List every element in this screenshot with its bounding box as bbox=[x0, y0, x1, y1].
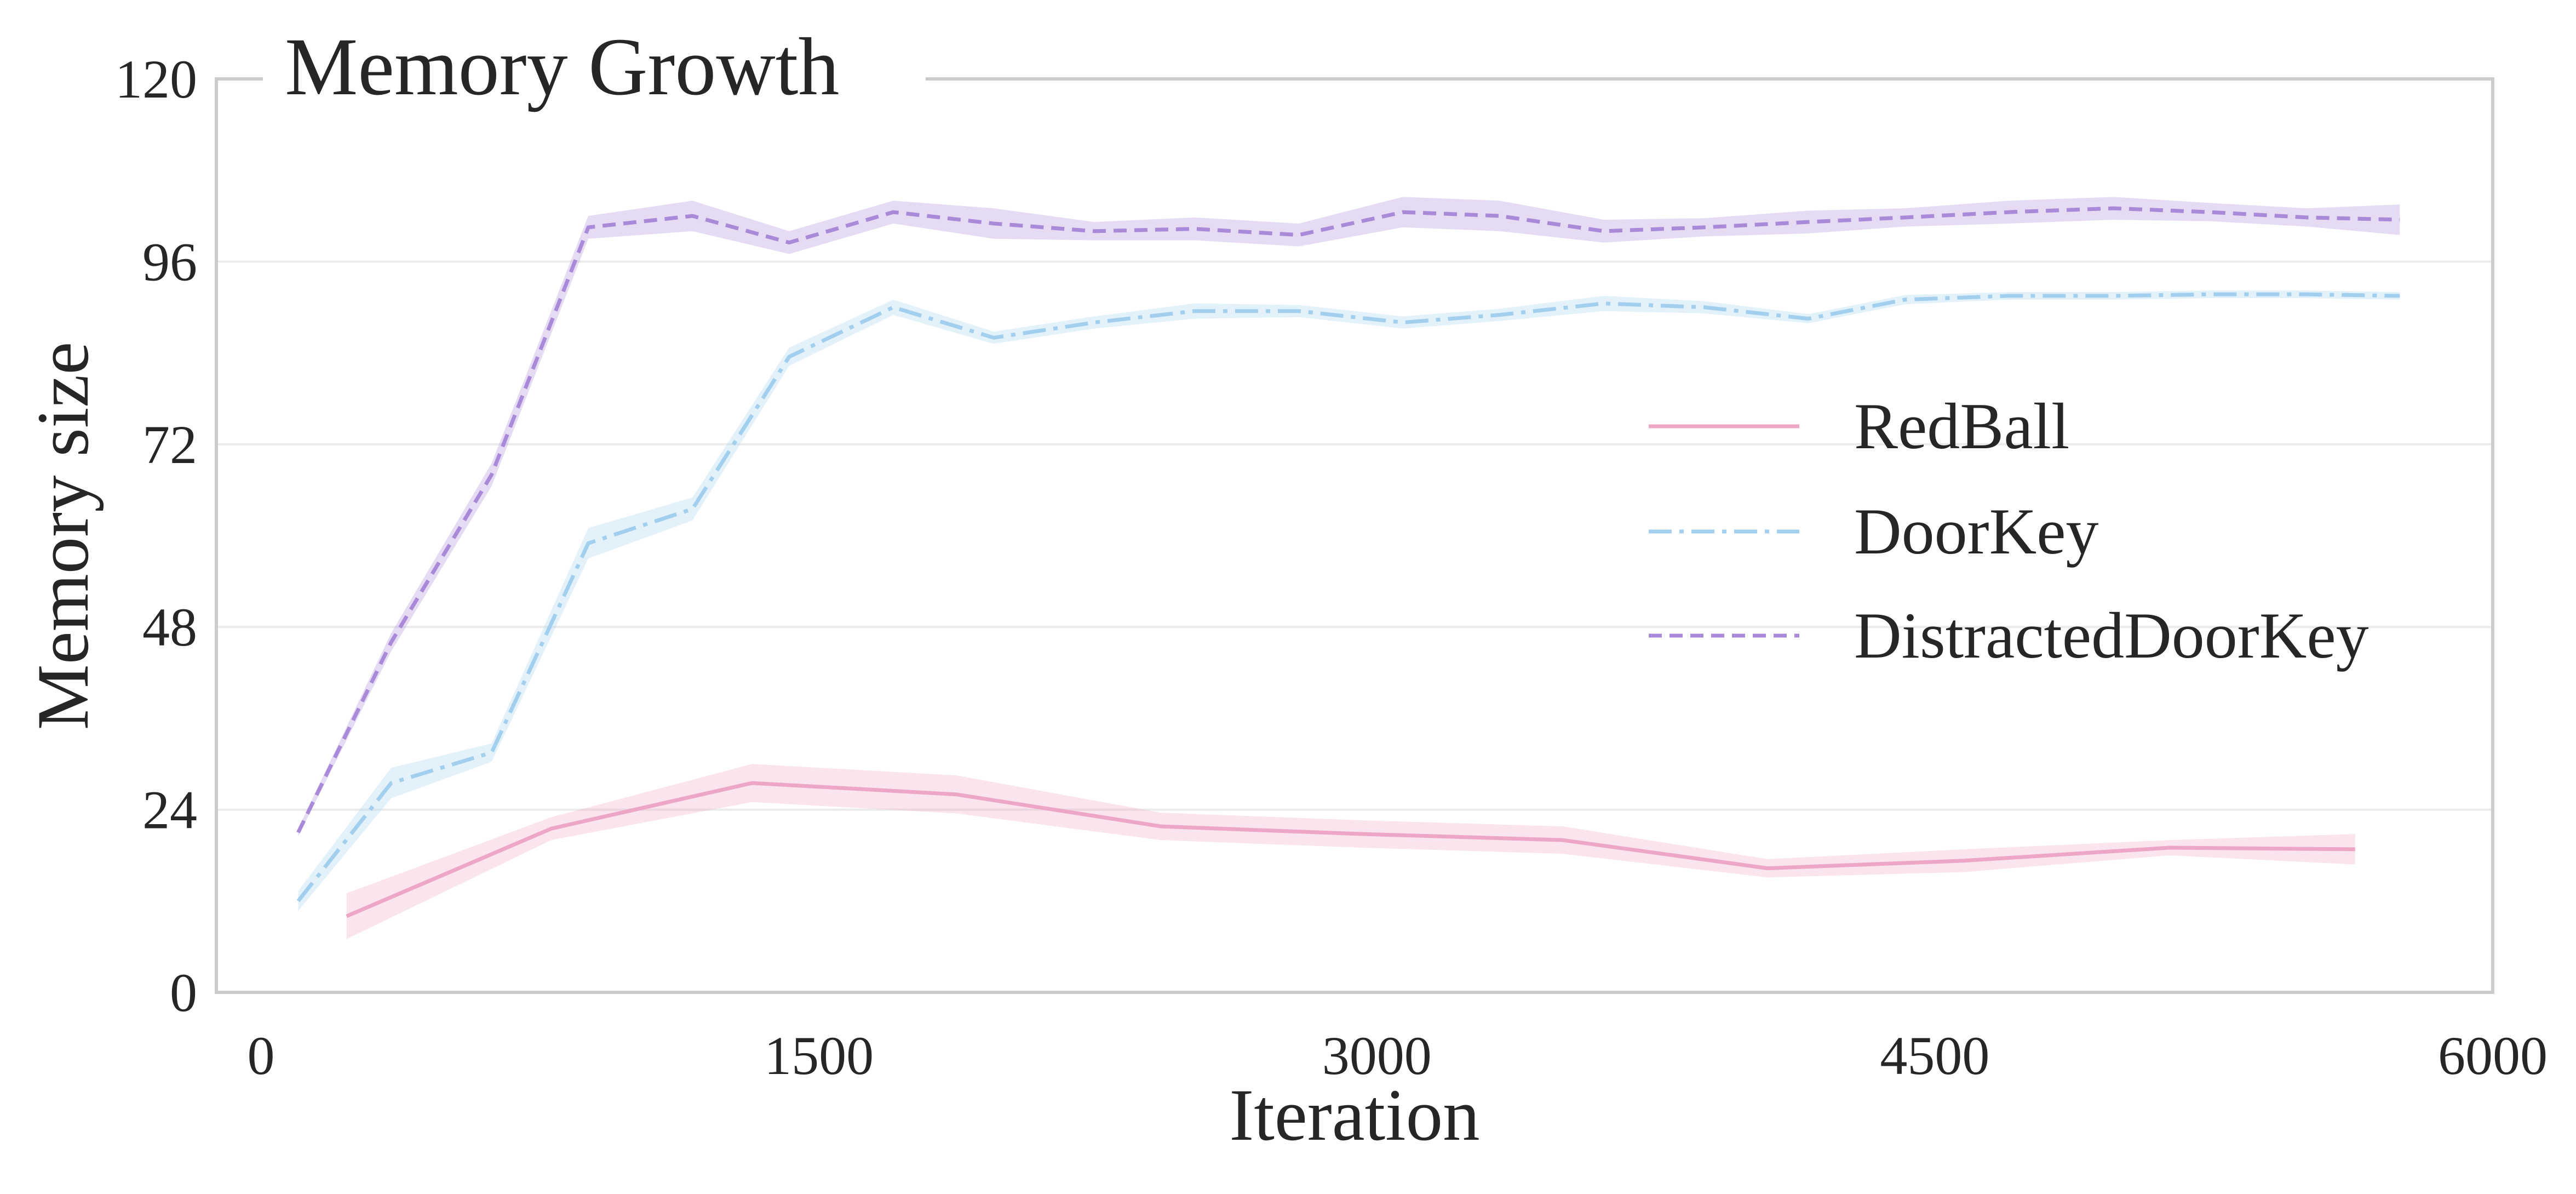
y-tick-label: 72 bbox=[142, 414, 197, 475]
x-tick-label: 0 bbox=[247, 1025, 274, 1086]
legend-label-doorkey: DoorKey bbox=[1854, 495, 2099, 568]
chart-title: Memory Growth bbox=[285, 21, 839, 112]
line-distracteddoorkey bbox=[296, 206, 2400, 833]
y-tick-label: 24 bbox=[142, 780, 197, 841]
chart-title-background bbox=[263, 55, 926, 104]
axis-ticks: 0 24 48 72 96 120 0 1500 3000 4500 6000 bbox=[115, 49, 2548, 1086]
x-tick-label: 4500 bbox=[1880, 1025, 1989, 1086]
band-redball bbox=[346, 764, 2355, 939]
gridlines bbox=[216, 260, 2493, 811]
series-lines bbox=[296, 206, 2400, 918]
x-tick-label: 6000 bbox=[2438, 1025, 2548, 1086]
line-redball bbox=[346, 781, 2355, 918]
x-tick-label: 1500 bbox=[764, 1025, 874, 1086]
y-tick-label: 0 bbox=[170, 962, 197, 1023]
y-tick-label: 48 bbox=[142, 597, 197, 658]
y-tick-label: 120 bbox=[115, 49, 197, 110]
legend-label-redball: RedBall bbox=[1854, 390, 2069, 462]
x-axis-title: Iteration bbox=[1229, 1075, 1479, 1156]
x-tick-label: 3000 bbox=[1322, 1025, 1432, 1086]
y-tick-label: 96 bbox=[142, 231, 197, 292]
y-axis-title: Memory size bbox=[22, 342, 104, 730]
confidence-bands bbox=[298, 197, 2400, 939]
line-doorkey bbox=[296, 292, 2400, 902]
legend-label-distracteddoorkey: DistractedDoorKey bbox=[1854, 599, 2369, 672]
plot-frame bbox=[215, 77, 2494, 994]
legend: RedBall DoorKey DistractedDoorKey bbox=[1649, 390, 2369, 672]
chart-title-group: Memory Growth bbox=[263, 21, 926, 112]
